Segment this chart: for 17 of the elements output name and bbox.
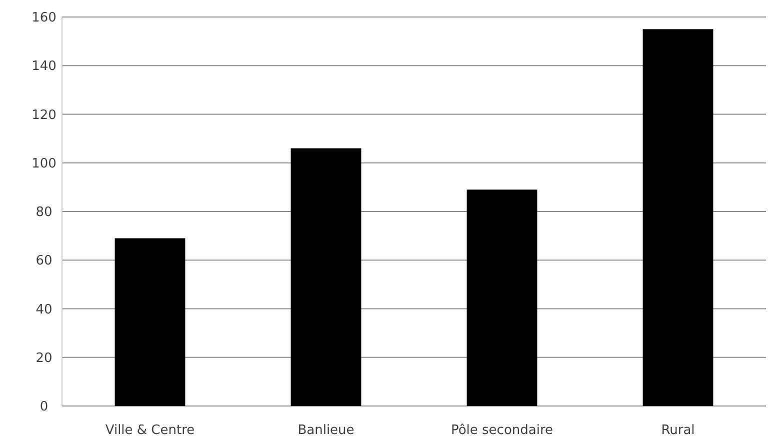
bar [290,148,362,406]
bar [466,190,538,406]
y-tick-label: 60 [36,254,52,269]
bar [114,238,186,406]
y-tick-label: 140 [32,59,56,74]
y-tick-label: 80 [36,205,52,220]
y-tick-label: 40 [36,302,52,318]
y-tick-label: 0 [40,400,48,415]
y-tick-label: 100 [32,156,56,172]
y-tick-label: 160 [32,10,56,26]
y-tick-label: 20 [36,350,52,366]
x-tick-label: Rural [661,423,695,438]
y-tick-label: 120 [32,108,56,123]
bar [642,29,714,406]
x-tick-label: Ville & Centre [105,423,195,438]
x-tick-label: Banlieue [298,423,354,438]
x-tick-label: Pôle secondaire [450,423,554,438]
